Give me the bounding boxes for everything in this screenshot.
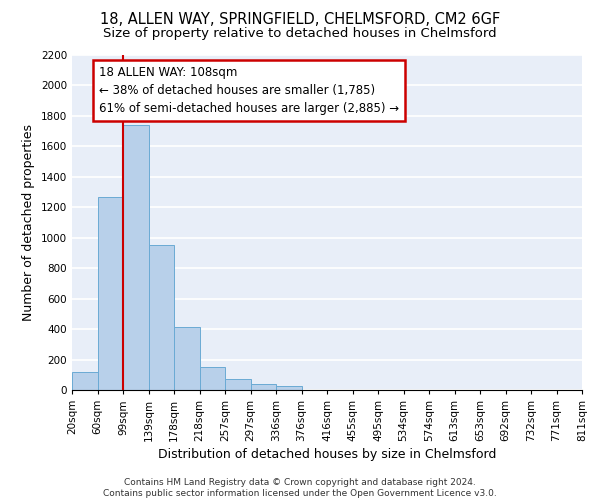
Bar	[97, 196, 123, 390]
X-axis label: Distribution of detached houses by size in Chelmsford: Distribution of detached houses by size …	[158, 448, 496, 461]
Bar	[174, 327, 199, 390]
Bar	[276, 386, 302, 390]
Bar	[123, 125, 149, 390]
Bar	[251, 384, 276, 390]
Text: 18, ALLEN WAY, SPRINGFIELD, CHELMSFORD, CM2 6GF: 18, ALLEN WAY, SPRINGFIELD, CHELMSFORD, …	[100, 12, 500, 28]
Bar	[149, 246, 174, 390]
Bar	[72, 372, 97, 390]
Text: Size of property relative to detached houses in Chelmsford: Size of property relative to detached ho…	[103, 28, 497, 40]
Text: 18 ALLEN WAY: 108sqm
← 38% of detached houses are smaller (1,785)
61% of semi-de: 18 ALLEN WAY: 108sqm ← 38% of detached h…	[99, 66, 399, 114]
Bar	[199, 367, 225, 390]
Text: Contains HM Land Registry data © Crown copyright and database right 2024.
Contai: Contains HM Land Registry data © Crown c…	[103, 478, 497, 498]
Y-axis label: Number of detached properties: Number of detached properties	[22, 124, 35, 321]
Bar	[225, 378, 251, 390]
